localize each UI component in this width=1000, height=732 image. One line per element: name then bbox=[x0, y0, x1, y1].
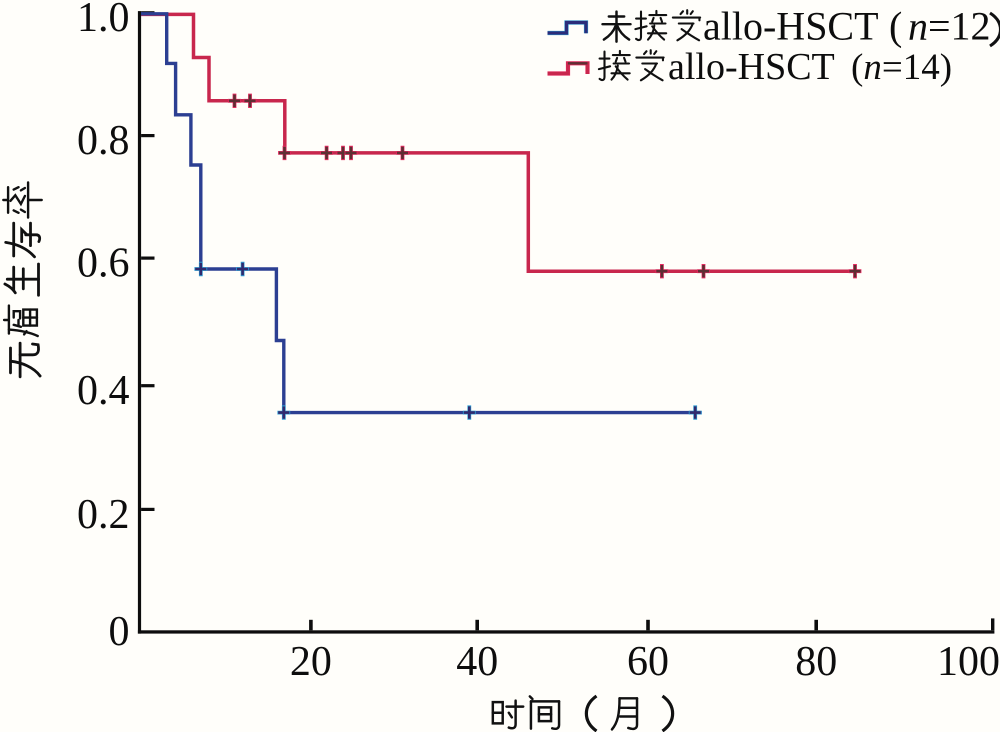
svg-text:0.4: 0.4 bbox=[77, 368, 130, 414]
svg-text:0: 0 bbox=[109, 609, 130, 655]
svg-text:20: 20 bbox=[290, 639, 332, 685]
svg-text:0.2: 0.2 bbox=[77, 492, 130, 538]
svg-text:(: ( bbox=[889, 4, 902, 49]
svg-text:60: 60 bbox=[627, 639, 669, 685]
svg-text:n=12: n=12 bbox=[908, 4, 991, 49]
svg-text:0.6: 0.6 bbox=[77, 241, 130, 287]
svg-text:0.8: 0.8 bbox=[77, 118, 130, 164]
svg-text:(n=14): (n=14) bbox=[851, 47, 952, 88]
svg-text:80: 80 bbox=[795, 639, 837, 685]
svg-text:40: 40 bbox=[456, 639, 498, 685]
svg-text:allo-HSCT: allo-HSCT bbox=[703, 4, 879, 49]
svg-text:100: 100 bbox=[937, 639, 1000, 685]
svg-text:allo-HSCT: allo-HSCT bbox=[668, 46, 835, 88]
svg-text:1.0: 1.0 bbox=[77, 0, 130, 41]
